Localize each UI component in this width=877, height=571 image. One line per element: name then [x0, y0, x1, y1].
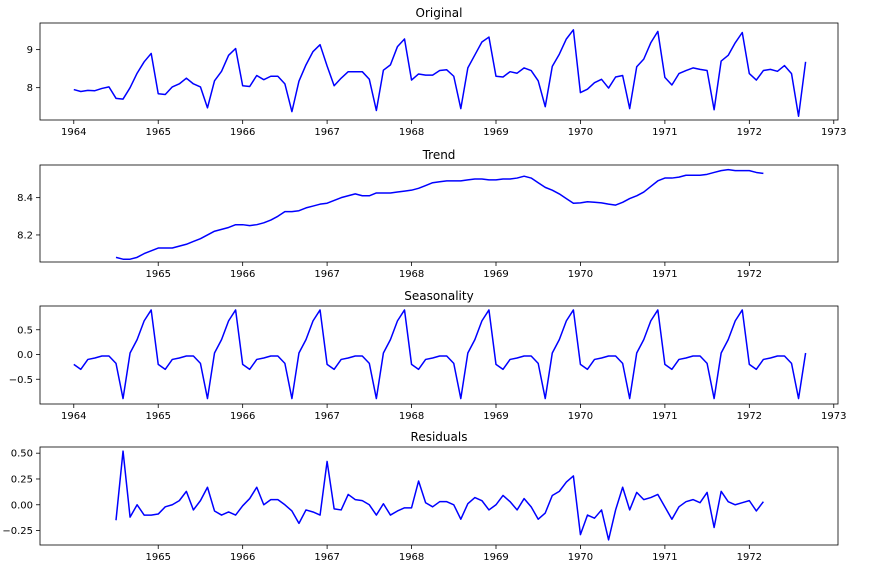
- x-tick-label: 1968: [399, 269, 424, 280]
- x-tick-label: 1966: [230, 269, 255, 280]
- x-tick-label: 1965: [145, 411, 170, 422]
- x-tick-label: 1972: [737, 127, 762, 138]
- subplot-residuals: Residuals 1965 1966 1967 1968 1969 1970 1971 197…: [2, 430, 839, 563]
- x-tick-label: 1971: [652, 552, 677, 563]
- y-tick-label: 8.4: [17, 193, 33, 204]
- subplot-title: Residuals: [411, 430, 468, 444]
- y-tick-label: 0.00: [11, 500, 33, 511]
- y-tick-label: 0.5: [17, 325, 33, 336]
- x-tick-label: 1972: [737, 269, 762, 280]
- y-tick-label: −0.25: [2, 526, 33, 537]
- x-tick-label: 1969: [483, 269, 508, 280]
- x-tick-label: 1969: [483, 127, 508, 138]
- x-tick-label: 1964: [61, 127, 86, 138]
- x-tick-label: 1973: [821, 411, 846, 422]
- subplot-original: Original 1964 1965 1966 1967 1968 1969 1970 1971…: [27, 6, 847, 138]
- series-line: [115, 450, 764, 541]
- subplot-trend: Trend 1965 1966 1967 1968 1969 1970 1971 1972 8.2…: [17, 148, 839, 280]
- subplot-title: Seasonality: [404, 289, 473, 303]
- x-tick-label: 1973: [821, 127, 846, 138]
- x-tick-label: 1965: [145, 269, 170, 280]
- subplot-title: Original: [416, 6, 463, 20]
- plot-frame: [39, 22, 839, 121]
- x-tick-label: 1965: [145, 552, 170, 563]
- plot-frame: [39, 164, 839, 263]
- subplot-title: Trend: [422, 148, 456, 162]
- plot-frame: [39, 305, 839, 405]
- x-tick-label: 1970: [568, 269, 593, 280]
- x-tick-label: 1966: [230, 411, 255, 422]
- x-tick-label: 1967: [314, 552, 339, 563]
- series-line: [73, 309, 807, 400]
- x-tick-label: 1971: [652, 269, 677, 280]
- x-tick-label: 1964: [61, 411, 86, 422]
- y-tick-label: 8.2: [17, 230, 33, 241]
- y-tick-label: 0.0: [17, 350, 33, 361]
- series-line: [73, 29, 807, 117]
- x-tick-label: 1972: [737, 411, 762, 422]
- subplot-seasonality: Seasonality 1964 1965 1966 1967 1968 1969 1970 1…: [9, 289, 847, 422]
- x-tick-label: 1967: [314, 127, 339, 138]
- x-tick-label: 1970: [568, 127, 593, 138]
- x-tick-label: 1970: [568, 552, 593, 563]
- x-tick-label: 1969: [483, 552, 508, 563]
- x-tick-label: 1971: [652, 127, 677, 138]
- y-tick-label: −0.5: [9, 375, 33, 386]
- x-tick-label: 1966: [230, 552, 255, 563]
- x-tick-label: 1971: [652, 411, 677, 422]
- x-tick-label: 1966: [230, 127, 255, 138]
- y-tick-label: 0.25: [11, 474, 33, 485]
- plot-frame: [39, 446, 839, 546]
- y-tick-label: 0.50: [11, 449, 33, 460]
- x-tick-label: 1968: [399, 127, 424, 138]
- y-tick-label: 8: [27, 83, 33, 94]
- x-tick-label: 1970: [568, 411, 593, 422]
- x-tick-label: 1965: [145, 127, 170, 138]
- x-tick-label: 1969: [483, 411, 508, 422]
- x-tick-label: 1972: [737, 552, 762, 563]
- y-tick-label: 9: [27, 45, 33, 56]
- x-tick-label: 1968: [399, 552, 424, 563]
- series-line: [115, 168, 764, 260]
- x-tick-label: 1967: [314, 269, 339, 280]
- x-tick-label: 1968: [399, 411, 424, 422]
- x-tick-label: 1967: [314, 411, 339, 422]
